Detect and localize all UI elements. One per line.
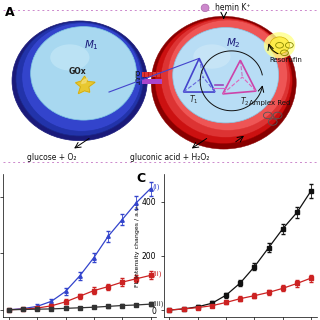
- Text: (ii): (ii): [152, 271, 161, 277]
- Text: hemin K⁺: hemin K⁺: [215, 4, 250, 12]
- Ellipse shape: [201, 4, 209, 12]
- Ellipse shape: [270, 37, 289, 54]
- Text: C: C: [136, 172, 145, 185]
- Text: A: A: [5, 6, 15, 19]
- Bar: [142, 72, 162, 77]
- Text: $M_1$: $M_1$: [84, 38, 99, 52]
- Ellipse shape: [173, 28, 279, 123]
- Bar: [142, 79, 162, 84]
- Polygon shape: [82, 78, 87, 84]
- Text: glucose + O₂: glucose + O₂: [28, 153, 77, 162]
- Ellipse shape: [264, 32, 295, 58]
- Text: gluconic acid + H₂O₂: gluconic acid + H₂O₂: [130, 153, 210, 162]
- Ellipse shape: [161, 19, 290, 137]
- Text: Amplex Red: Amplex Red: [249, 100, 291, 106]
- Ellipse shape: [22, 23, 141, 131]
- Text: $T_2$: $T_2$: [239, 95, 249, 108]
- Ellipse shape: [16, 22, 143, 136]
- Text: p: p: [134, 69, 140, 78]
- Text: $M_2$: $M_2$: [226, 36, 241, 50]
- Y-axis label: FL intensity changes / a.u.: FL intensity changes / a.u.: [135, 204, 140, 287]
- Ellipse shape: [155, 18, 292, 143]
- Text: $T_1$: $T_1$: [188, 93, 198, 106]
- Ellipse shape: [151, 16, 296, 149]
- Text: q: q: [134, 76, 140, 85]
- Polygon shape: [76, 76, 95, 94]
- Text: Resorufin: Resorufin: [269, 57, 302, 62]
- Ellipse shape: [31, 27, 137, 120]
- Ellipse shape: [168, 20, 287, 130]
- Text: GOx: GOx: [69, 67, 86, 76]
- Text: (iii): (iii): [152, 300, 164, 307]
- Ellipse shape: [193, 44, 230, 69]
- Text: (i): (i): [152, 184, 159, 190]
- Ellipse shape: [12, 21, 147, 141]
- Ellipse shape: [50, 44, 90, 70]
